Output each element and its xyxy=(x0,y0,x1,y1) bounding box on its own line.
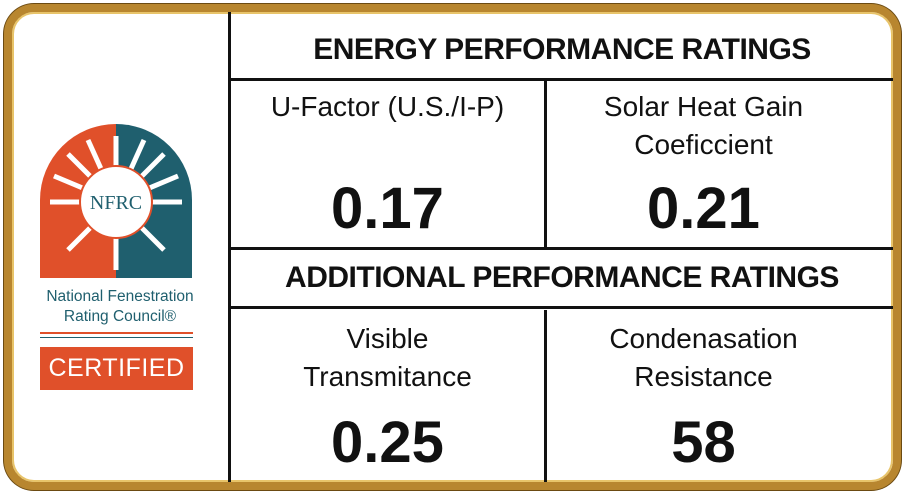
label-line: U-Factor (U.S./I-P) xyxy=(270,91,505,122)
rating-value: 0.25 xyxy=(331,410,444,475)
rating-label: Visible Transmitance xyxy=(231,320,544,396)
label-line: Resistance xyxy=(634,361,773,392)
logo-name: Rating Council® xyxy=(63,308,177,325)
logo-mark: NFRC xyxy=(90,192,142,214)
ratings-panel: ENERGY PERFORMANCE RATINGS U-Factor (U.S.… xyxy=(231,12,893,482)
label-line: Solar Heat Gain xyxy=(603,91,804,122)
divider xyxy=(544,310,547,482)
logo-name: National Fenestration xyxy=(46,288,194,305)
label-line: Visible xyxy=(346,323,429,354)
rating-value: 0.17 xyxy=(331,176,444,241)
rating-value: 0.21 xyxy=(647,176,760,241)
rating-label: NFRC National Fenestration Rating Counci… xyxy=(4,4,901,490)
label-line: Condenasation xyxy=(609,323,798,354)
rating-cell: Visible Transmitance 0.25 xyxy=(231,320,544,482)
rating-label: Solar Heat Gain Coeficcient xyxy=(547,88,860,164)
divider xyxy=(231,247,893,250)
logo-graphic: NFRC xyxy=(40,124,192,278)
rating-label: Condenasation Resistance xyxy=(547,320,860,396)
section-title: ENERGY PERFORMANCE RATINGS xyxy=(231,22,893,81)
label-line: Transmitance xyxy=(303,361,472,392)
label-line: Coeficcient xyxy=(634,129,773,160)
rating-label: U-Factor (U.S./I-P) xyxy=(231,88,544,126)
logo-panel: NFRC National Fenestration Rating Counci… xyxy=(12,12,231,482)
divider xyxy=(544,78,547,250)
rating-value: 58 xyxy=(671,410,736,475)
rating-cell: U-Factor (U.S./I-P) 0.17 xyxy=(231,88,544,250)
certified-badge: CERTIFIED xyxy=(40,347,193,390)
section-title: ADDITIONAL PERFORMANCE RATINGS xyxy=(231,250,893,309)
rating-cell: Condenasation Resistance 58 xyxy=(547,320,860,482)
rating-cell: Solar Heat Gain Coeficcient 0.21 xyxy=(547,88,860,250)
